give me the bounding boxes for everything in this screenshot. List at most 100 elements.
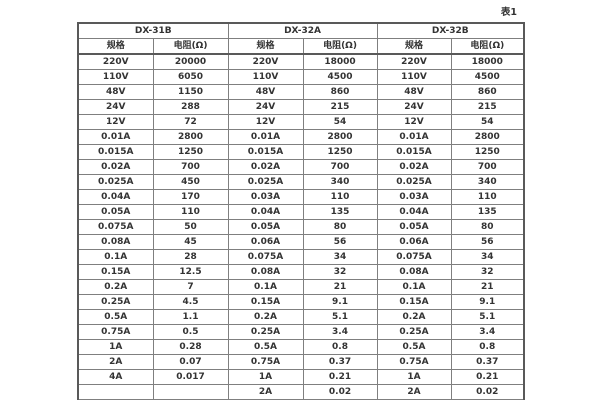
spec-cell: 0.075A <box>227 249 304 265</box>
resistance-cell: 4500 <box>302 69 378 85</box>
resistance-cell: 3.4 <box>302 324 378 340</box>
spec-cell: 0.04A <box>227 204 304 220</box>
resistance-spec-table: DX-31B DX-32A DX-32B 规格 电阻(Ω) 规格 电阻(Ω) 规… <box>77 22 526 400</box>
resistance-cell: 34 <box>450 249 525 265</box>
spec-cell: 24V <box>77 99 154 115</box>
resistance-cell: 1250 <box>302 144 378 160</box>
resistance-cell: 2800 <box>450 129 525 145</box>
spec-cell: 0.08A <box>376 264 452 280</box>
resistance-cell: 700 <box>302 159 378 175</box>
resistance-cell: 54 <box>302 114 378 130</box>
spec-cell: 1A <box>376 369 452 385</box>
spec-cell: 24V <box>227 99 304 115</box>
spec-cell: 0.05A <box>227 219 304 235</box>
spec-cell: 0.1A <box>227 279 304 295</box>
table-row: 0.2A 7 0.1A 21 0.1A 21 <box>77 279 525 295</box>
resistance-cell: 12.5 <box>152 264 229 280</box>
table-row: 0.08A 45 0.06A 56 0.06A 56 <box>77 234 525 250</box>
spec-cell: 48V <box>227 84 304 100</box>
table-row: 0.01A 2800 0.01A 2800 0.01A 2800 <box>77 129 525 145</box>
resistance-cell: 340 <box>302 174 378 190</box>
col-header-resistance-dx32a: 电阻(Ω) <box>302 38 378 55</box>
spec-cell: 0.75A <box>227 354 304 370</box>
resistance-cell: 2800 <box>152 129 229 145</box>
resistance-cell: 7 <box>152 279 229 295</box>
col-header-spec-dx32a: 规格 <box>227 38 304 55</box>
resistance-cell: 1150 <box>152 84 229 100</box>
resistance-cell: 6050 <box>152 69 229 85</box>
table-row: 0.05A 110 0.04A 135 0.04A 135 <box>77 204 525 220</box>
spec-cell: 0.5A <box>227 339 304 355</box>
spec-cell: 0.025A <box>77 174 154 190</box>
spec-cell: 0.1A <box>77 249 154 265</box>
resistance-cell: 135 <box>450 204 525 220</box>
table-header: DX-31B DX-32A DX-32B 规格 电阻(Ω) 规格 电阻(Ω) 规… <box>77 22 525 55</box>
spec-cell: 2A <box>77 354 154 370</box>
spec-cell <box>77 384 154 400</box>
resistance-cell: 860 <box>450 84 525 100</box>
spec-cell: 12V <box>227 114 304 130</box>
resistance-cell: 4500 <box>450 69 525 85</box>
spec-cell: 0.25A <box>376 324 452 340</box>
spec-cell: 0.06A <box>376 234 452 250</box>
spec-cell: 0.01A <box>227 129 304 145</box>
spec-cell: 0.075A <box>376 249 452 265</box>
spec-cell: 1A <box>77 339 154 355</box>
resistance-cell: 215 <box>450 99 525 115</box>
resistance-cell: 72 <box>152 114 229 130</box>
resistance-cell: 0.8 <box>450 339 525 355</box>
spec-cell: 12V <box>77 114 154 130</box>
table-row: 0.75A 0.5 0.25A 3.4 0.25A 3.4 <box>77 324 525 340</box>
spec-cell: 0.15A <box>77 264 154 280</box>
spec-cell: 110V <box>77 69 154 85</box>
table-caption: 表1 <box>500 7 517 18</box>
resistance-cell: 0.21 <box>302 369 378 385</box>
spec-cell: 4A <box>77 369 154 385</box>
resistance-cell: 700 <box>152 159 229 175</box>
resistance-cell: 5.1 <box>302 309 378 325</box>
resistance-cell: 0.37 <box>450 354 525 370</box>
table-row: 0.015A 1250 0.015A 1250 0.015A 1250 <box>77 144 525 160</box>
spec-cell: 0.08A <box>77 234 154 250</box>
spec-cell: 220V <box>227 53 304 70</box>
spec-cell: 0.03A <box>376 189 452 205</box>
group-header-row: DX-31B DX-32A DX-32B <box>77 22 525 39</box>
resistance-cell: 9.1 <box>450 294 525 310</box>
spec-cell: 0.015A <box>376 144 452 160</box>
spec-cell: 0.03A <box>227 189 304 205</box>
table-row: 4A 0.017 1A 0.21 1A 0.21 <box>77 369 525 385</box>
resistance-cell: 215 <box>302 99 378 115</box>
resistance-cell: 1250 <box>450 144 525 160</box>
table-row: 0.5A 1.1 0.2A 5.1 0.2A 5.1 <box>77 309 525 325</box>
spec-cell: 0.02A <box>227 159 304 175</box>
resistance-cell: 0.02 <box>450 384 525 400</box>
table-body: 220V 20000 220V 18000 220V 18000 110V 6050 110V 4… <box>77 53 525 400</box>
spec-cell: 0.5A <box>77 309 154 325</box>
spec-cell: 2A <box>227 384 304 400</box>
spec-cell: 0.025A <box>376 174 452 190</box>
resistance-cell: 135 <box>302 204 378 220</box>
spec-cell: 0.2A <box>376 309 452 325</box>
group-header-dx32b: DX-32B <box>376 22 525 39</box>
spec-cell: 12V <box>376 114 452 130</box>
spec-cell: 0.75A <box>376 354 452 370</box>
resistance-cell: 80 <box>302 219 378 235</box>
spec-cell: 0.015A <box>227 144 304 160</box>
resistance-cell: 28 <box>152 249 229 265</box>
spec-cell: 0.2A <box>227 309 304 325</box>
table-row: 110V 6050 110V 4500 110V 4500 <box>77 69 525 85</box>
resistance-cell: 45 <box>152 234 229 250</box>
spec-cell: 1A <box>227 369 304 385</box>
table-row: 220V 20000 220V 18000 220V 18000 <box>77 53 525 70</box>
resistance-cell: 288 <box>152 99 229 115</box>
spec-cell: 0.02A <box>376 159 452 175</box>
spec-cell: 0.04A <box>376 204 452 220</box>
table-row: 0.04A 170 0.03A 110 0.03A 110 <box>77 189 525 205</box>
resistance-cell: 110 <box>450 189 525 205</box>
table-row: 2A 0.07 0.75A 0.37 0.75A 0.37 <box>77 354 525 370</box>
table-row: 2A 0.02 2A 0.02 <box>77 384 525 400</box>
resistance-cell: 0.37 <box>302 354 378 370</box>
resistance-cell: 0.21 <box>450 369 525 385</box>
column-header-row: 规格 电阻(Ω) 规格 电阻(Ω) 规格 电阻(Ω) <box>77 38 525 55</box>
spec-cell: 0.1A <box>376 279 452 295</box>
